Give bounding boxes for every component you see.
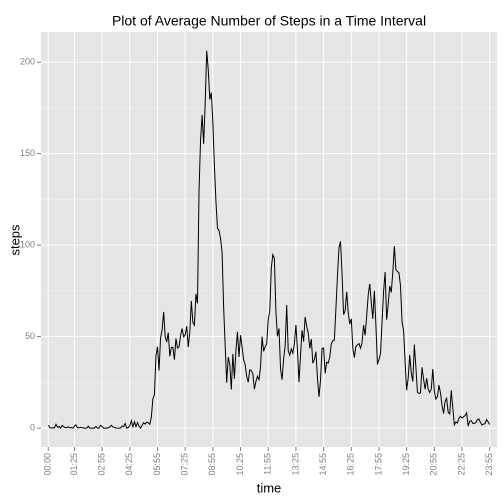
x-tick-label: 00:00 — [43, 453, 53, 476]
y-tick-label: 50 — [25, 331, 35, 341]
panel — [41, 32, 497, 447]
x-tick-label: 19:25 — [401, 453, 411, 476]
x-tick-label: 17:55 — [373, 453, 383, 476]
x-tick-label: 11:55 — [263, 453, 273, 475]
y-tick-label: 150 — [20, 148, 35, 158]
x-tick-label: 16:25 — [346, 453, 356, 476]
x-tick-label: 22:25 — [456, 453, 466, 476]
y-tick-label: 200 — [20, 57, 35, 67]
chart-title: Plot of Average Number of Steps in a Tim… — [112, 13, 426, 29]
x-tick-label: 05:55 — [152, 453, 162, 476]
x-tick-label: 08:55 — [207, 453, 217, 476]
x-tick-label: 23:55 — [484, 453, 494, 476]
line — [47, 50, 491, 430]
y-tick-label: 100 — [20, 240, 35, 250]
x-tick-label: 13:25 — [290, 453, 300, 476]
x-tick-label: 20:55 — [429, 453, 439, 476]
x-tick-label: 10:25 — [235, 453, 245, 476]
x-tick-label: 01:25 — [69, 453, 79, 476]
x-axis-label: time — [257, 480, 282, 495]
x-tick-label: 14:55 — [318, 453, 328, 476]
y-axis-label: steps — [7, 224, 22, 256]
x-tick-label: 07:25 — [180, 453, 190, 476]
y-tick-label: 0 — [30, 423, 35, 433]
x-tick-label: 04:25 — [124, 453, 134, 476]
x-tick-label: 02:55 — [97, 453, 107, 476]
